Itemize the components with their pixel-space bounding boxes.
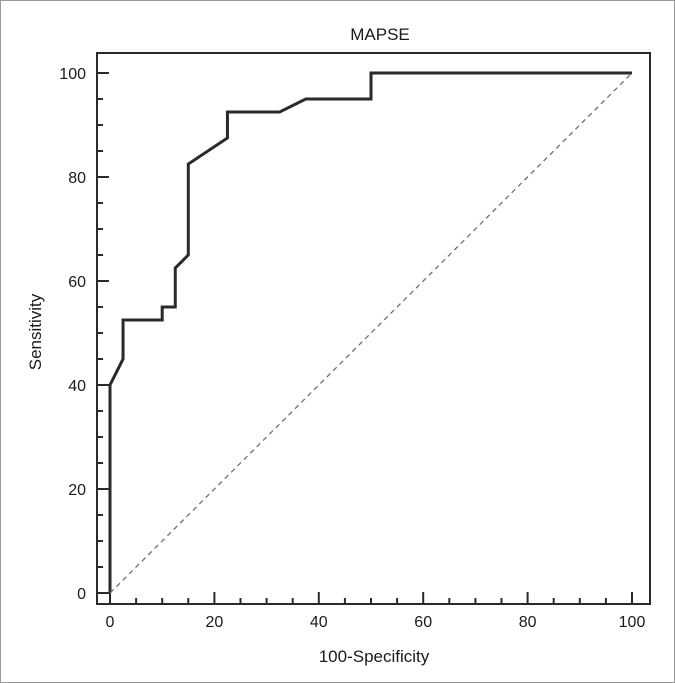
y-axis-title: Sensitivity <box>26 293 45 370</box>
x-axis-title: 100-Specificity <box>319 647 430 666</box>
x-tick-label: 0 <box>106 614 115 631</box>
reference-diagonal-line <box>109 72 633 594</box>
y-tick-label: 0 <box>77 586 86 603</box>
y-tick-label: 40 <box>68 378 86 395</box>
x-tick-label: 40 <box>310 614 328 631</box>
x-tick-label: 60 <box>414 614 432 631</box>
y-tick-label: 100 <box>59 66 86 83</box>
series-layer <box>108 71 633 594</box>
plot-area <box>96 52 651 605</box>
x-tick-label: 80 <box>519 614 537 631</box>
y-tick-label: 80 <box>68 170 86 187</box>
x-tick-label: 100 <box>619 614 646 631</box>
x-tick-label: 20 <box>206 614 224 631</box>
chart-title: MAPSE <box>350 25 410 44</box>
y-tick-label: 60 <box>68 274 86 291</box>
roc-curve-line <box>108 71 632 593</box>
axis-ticks: 0 20 40 60 80 100 0 20 40 60 80 100 <box>59 66 645 631</box>
y-tick-label: 20 <box>68 482 86 499</box>
